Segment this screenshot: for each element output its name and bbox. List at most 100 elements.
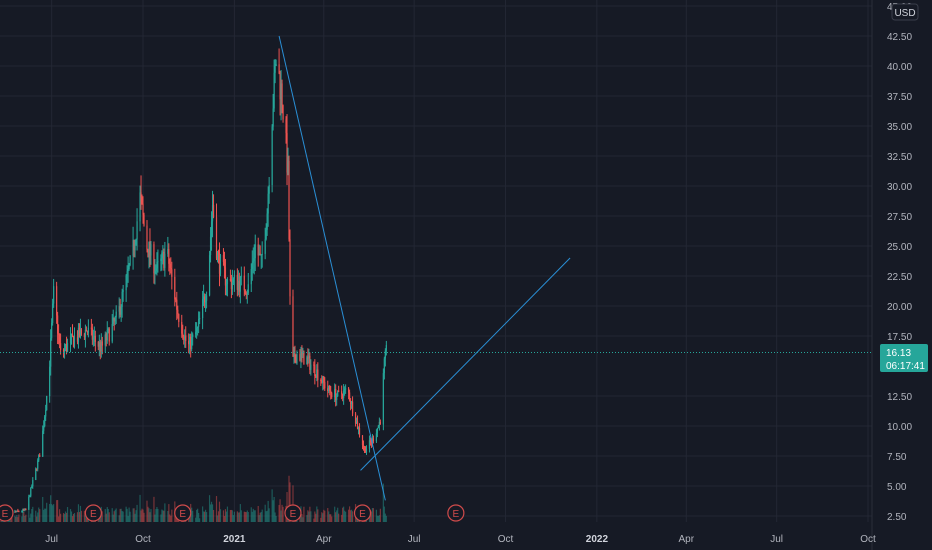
volume-bar bbox=[78, 512, 81, 522]
candle-body bbox=[222, 255, 225, 262]
candle-body bbox=[260, 254, 262, 256]
volume-bar bbox=[29, 517, 31, 522]
candle-body bbox=[15, 511, 17, 513]
volume-bar bbox=[236, 511, 238, 522]
currency-badge[interactable]: USD bbox=[891, 3, 919, 21]
candle-body bbox=[43, 426, 45, 431]
candle-body bbox=[212, 205, 215, 218]
candle-body bbox=[225, 284, 228, 286]
volume-bar bbox=[219, 509, 222, 522]
volume-bar bbox=[253, 510, 255, 522]
volume-bar bbox=[232, 515, 234, 522]
candle-body bbox=[280, 83, 282, 100]
trendline[interactable] bbox=[360, 257, 571, 471]
price-axis[interactable]: 45.0042.5040.0037.5035.0032.5030.0027.50… bbox=[871, 0, 912, 550]
candle-body bbox=[271, 126, 273, 186]
volume-bar bbox=[348, 509, 350, 522]
volume-bar bbox=[208, 495, 211, 522]
candle-body bbox=[327, 388, 329, 392]
earnings-marker[interactable]: E bbox=[0, 504, 14, 522]
earnings-marker[interactable]: E bbox=[284, 504, 302, 522]
candle-body bbox=[217, 254, 220, 256]
candle-body bbox=[351, 401, 354, 414]
candle-body bbox=[85, 329, 88, 332]
candle-body bbox=[91, 328, 93, 340]
volume-bar bbox=[51, 504, 53, 522]
volume-bar bbox=[129, 511, 131, 522]
candle-body bbox=[223, 261, 226, 268]
volume-bar bbox=[342, 507, 344, 522]
volume-bar bbox=[46, 502, 48, 522]
volume-bar bbox=[66, 507, 69, 522]
volume-bar bbox=[216, 515, 219, 522]
candle-body bbox=[112, 317, 114, 325]
candle-body bbox=[265, 229, 267, 240]
candle-body bbox=[175, 299, 177, 301]
candle-body bbox=[287, 160, 289, 173]
trendlines[interactable] bbox=[278, 35, 571, 501]
candle-body bbox=[208, 255, 211, 296]
candle-body bbox=[258, 253, 260, 256]
candle-body bbox=[141, 197, 143, 204]
candle-body bbox=[99, 342, 101, 352]
candle-body bbox=[273, 72, 275, 109]
trendline[interactable] bbox=[278, 35, 386, 501]
candle-body bbox=[150, 244, 152, 256]
volume-bar bbox=[83, 510, 86, 522]
candle-body bbox=[230, 279, 233, 290]
candles[interactable] bbox=[0, 48, 387, 517]
volume-bar bbox=[240, 510, 242, 522]
volume-bar bbox=[192, 510, 194, 522]
volume-bar bbox=[372, 508, 375, 522]
candle-body bbox=[219, 255, 222, 274]
volume-bar bbox=[225, 511, 228, 522]
last-price-value: 16.13 bbox=[886, 348, 911, 359]
volume-bar bbox=[108, 512, 110, 522]
time-axis[interactable]: Jul Oct 2021 Apr Jul Oct 2022 Apr Jul Oct bbox=[45, 534, 876, 545]
candle-body bbox=[44, 416, 46, 427]
candle-body bbox=[203, 296, 206, 303]
candle-body bbox=[308, 355, 310, 359]
candle-body bbox=[84, 329, 87, 338]
candle-body bbox=[59, 343, 62, 350]
earnings-marker[interactable]: E bbox=[447, 504, 465, 522]
candle-body bbox=[195, 332, 197, 335]
candle-body bbox=[126, 271, 128, 276]
volume-bar bbox=[126, 508, 128, 522]
volume-bar bbox=[351, 511, 354, 522]
volume-bar bbox=[259, 512, 261, 522]
volume-bar bbox=[175, 517, 177, 522]
volume-bar bbox=[118, 515, 120, 522]
candle-body bbox=[118, 306, 120, 312]
candle-body bbox=[192, 334, 194, 338]
candle-body bbox=[245, 294, 247, 296]
volume-bar bbox=[282, 506, 284, 522]
candle-body bbox=[196, 327, 198, 333]
earnings-marker[interactable]: E bbox=[174, 504, 192, 522]
volume-bar bbox=[349, 510, 352, 522]
volume-bar bbox=[106, 507, 108, 522]
candle-body bbox=[70, 333, 73, 337]
candle-body bbox=[342, 394, 344, 399]
candle-body bbox=[316, 369, 318, 378]
candle-body bbox=[153, 244, 155, 274]
y-tick-label: 27.50 bbox=[887, 212, 912, 223]
earnings-marker[interactable]: E bbox=[353, 504, 372, 522]
volume-bar bbox=[260, 511, 262, 522]
candle-body bbox=[218, 254, 221, 274]
earnings-marker[interactable]: E bbox=[84, 504, 102, 522]
candle-body bbox=[115, 311, 117, 318]
candle-body bbox=[338, 390, 340, 392]
candle-body bbox=[356, 421, 359, 429]
candle-body bbox=[358, 428, 361, 436]
volume-bar bbox=[252, 508, 254, 522]
candle-body bbox=[66, 343, 69, 352]
candle-body bbox=[21, 511, 23, 513]
volume-bar bbox=[127, 516, 129, 522]
candle-body bbox=[181, 321, 183, 334]
candle-body bbox=[240, 275, 242, 277]
volume-bar bbox=[35, 510, 37, 522]
